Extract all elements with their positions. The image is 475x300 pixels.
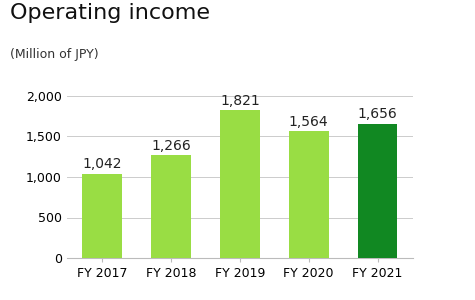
Bar [289,131,329,258]
Text: (Million of JPY): (Million of JPY) [10,48,98,61]
Text: Operating income: Operating income [10,3,209,23]
Bar [220,110,260,258]
Text: 1,564: 1,564 [289,115,329,129]
Text: 1,266: 1,266 [151,139,191,153]
Bar [358,124,398,258]
Text: 1,656: 1,656 [358,107,398,122]
Bar [82,174,122,258]
Text: 1,042: 1,042 [83,157,122,171]
Bar [151,155,191,258]
Text: 1,821: 1,821 [220,94,260,108]
